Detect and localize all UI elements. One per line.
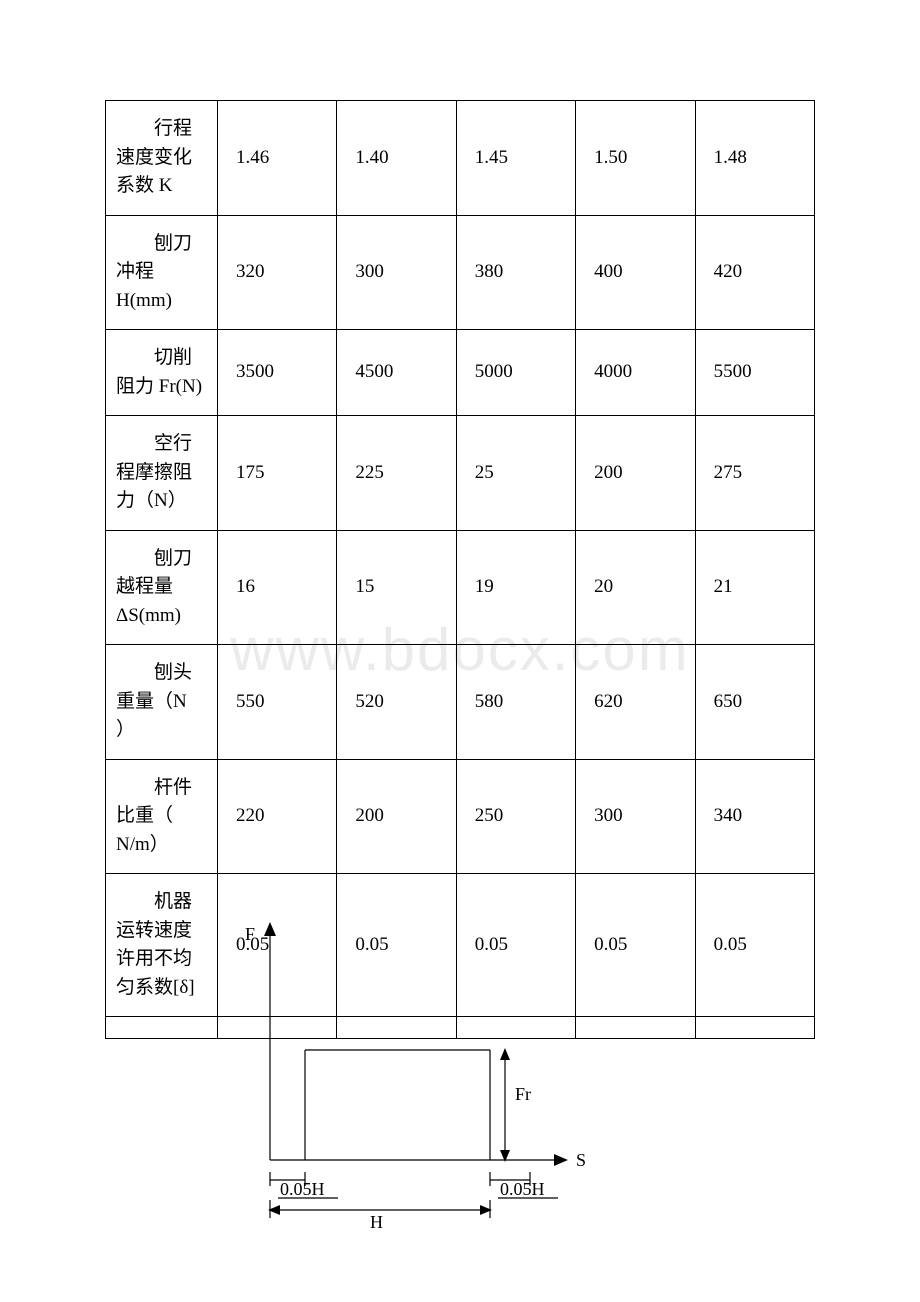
table-cell: 4500: [337, 330, 456, 416]
row-label: 刨刀 越程量 ΔS(mm): [106, 530, 218, 645]
table-row: 空行 程摩擦阻 力（N） 175 225 25 200 275: [106, 416, 815, 531]
label-text: 刨刀: [116, 545, 192, 574]
label-text: 机器: [116, 888, 192, 917]
table-cell: 1.48: [695, 101, 814, 216]
row-label: 杆件 比重（ N/m）: [106, 759, 218, 874]
label-text: 空行: [116, 430, 192, 459]
table-cell: 20: [576, 530, 695, 645]
table-cell: 320: [218, 215, 337, 330]
label-text: 速度变化: [116, 147, 192, 168]
table-cell: 220: [218, 759, 337, 874]
arrow-right-icon: [554, 1154, 568, 1166]
dim-h-label: H: [370, 1212, 383, 1232]
row-label: 空行 程摩擦阻 力（N）: [106, 416, 218, 531]
label-text: 重量（N: [116, 691, 187, 712]
table-cell: 300: [576, 759, 695, 874]
label-text: 匀系数[δ]: [116, 977, 195, 998]
dim-right-label: 0.05H: [500, 1179, 545, 1199]
row-label: 行程 速度变化 系数 K: [106, 101, 218, 216]
table-cell: 16: [218, 530, 337, 645]
label-text: 切削: [116, 344, 192, 373]
dim-left-label: 0.05H: [280, 1179, 325, 1199]
table-row: 杆件 比重（ N/m） 220 200 250 300 340: [106, 759, 815, 874]
table-cell: [695, 1017, 814, 1039]
table-cell: 420: [695, 215, 814, 330]
table-cell: 550: [218, 645, 337, 760]
table-cell: 1.45: [456, 101, 575, 216]
row-label: 机器 运转速度 许用不均 匀系数[δ]: [106, 874, 218, 1017]
force-diagram: F S Fr 0.05H 0.05H H: [230, 920, 630, 1240]
table-cell: 5500: [695, 330, 814, 416]
row-label: 刨刀 冲程 H(mm): [106, 215, 218, 330]
table-cell: 0.05: [695, 874, 814, 1017]
parameter-table-container: 行程 速度变化 系数 K 1.46 1.40 1.45 1.50 1.48 刨刀…: [0, 0, 920, 1039]
table-row: 切削 阻力 Fr(N) 3500 4500 5000 4000 5500: [106, 330, 815, 416]
table-cell: 4000: [576, 330, 695, 416]
force-label: Fr: [515, 1084, 531, 1104]
table-cell: 620: [576, 645, 695, 760]
table-cell: 1.46: [218, 101, 337, 216]
label-text: 刨刀: [116, 230, 192, 259]
table-cell: 3500: [218, 330, 337, 416]
label-text: 阻力 Fr(N): [116, 376, 202, 397]
table-cell: 250: [456, 759, 575, 874]
table-cell: 175: [218, 416, 337, 531]
label-text: 许用不均: [116, 948, 192, 969]
arrow-up-icon: [264, 922, 276, 936]
label-text: ΔS(mm): [116, 605, 181, 626]
label-text: ）: [116, 719, 135, 740]
table-cell: 650: [695, 645, 814, 760]
table-row: 刨刀 越程量 ΔS(mm) 16 15 19 20 21: [106, 530, 815, 645]
table-row: 行程 速度变化 系数 K 1.46 1.40 1.45 1.50 1.48: [106, 101, 815, 216]
x-axis-label: S: [576, 1150, 586, 1170]
diagram-svg: F S Fr 0.05H 0.05H H: [230, 920, 630, 1240]
table-cell: 340: [695, 759, 814, 874]
table-cell: 19: [456, 530, 575, 645]
table-cell: 300: [337, 215, 456, 330]
table-cell: 21: [695, 530, 814, 645]
table-cell: [106, 1017, 218, 1039]
table-cell: 25: [456, 416, 575, 531]
arrow-up-icon: [500, 1048, 510, 1060]
y-axis-label: F: [245, 924, 255, 944]
label-text: 运转速度: [116, 920, 192, 941]
label-text: 杆件: [116, 774, 192, 803]
label-text: 程摩擦阻: [116, 462, 192, 483]
row-label: 切削 阻力 Fr(N): [106, 330, 218, 416]
table-row: 刨刀 冲程 H(mm) 320 300 380 400 420: [106, 215, 815, 330]
label-text: 越程量: [116, 576, 173, 597]
label-text: 力（N）: [116, 490, 187, 511]
table-cell: 380: [456, 215, 575, 330]
table-cell: 200: [337, 759, 456, 874]
table-cell: 275: [695, 416, 814, 531]
table-cell: 580: [456, 645, 575, 760]
table-cell: 1.40: [337, 101, 456, 216]
table-cell: 225: [337, 416, 456, 531]
label-text: 刨头: [116, 659, 192, 688]
label-text: 系数 K: [116, 175, 172, 196]
label-text: 行程: [116, 115, 192, 144]
label-text: H(mm): [116, 290, 172, 311]
label-text: 冲程: [116, 261, 154, 282]
table-cell: 5000: [456, 330, 575, 416]
parameter-table: 行程 速度变化 系数 K 1.46 1.40 1.45 1.50 1.48 刨刀…: [105, 100, 815, 1039]
table-cell: 1.50: [576, 101, 695, 216]
row-label: 刨头 重量（N ）: [106, 645, 218, 760]
table-cell: 400: [576, 215, 695, 330]
table-cell: 15: [337, 530, 456, 645]
table-cell: 520: [337, 645, 456, 760]
table-cell: 200: [576, 416, 695, 531]
label-text: N/m）: [116, 834, 169, 855]
table-row: 刨头 重量（N ） 550 520 580 620 650: [106, 645, 815, 760]
label-text: 比重（: [116, 805, 173, 826]
table-body: 行程 速度变化 系数 K 1.46 1.40 1.45 1.50 1.48 刨刀…: [106, 101, 815, 1039]
